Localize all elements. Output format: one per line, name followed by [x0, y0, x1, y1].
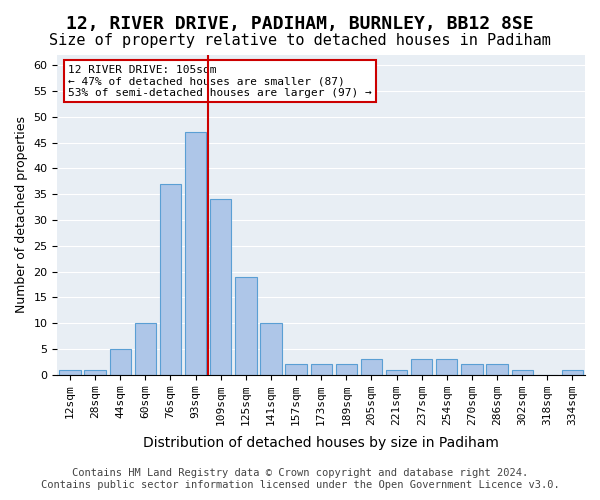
Bar: [59, 370, 80, 374]
Bar: [110, 349, 131, 374]
Bar: [311, 364, 332, 374]
Bar: [235, 276, 257, 374]
Bar: [335, 364, 357, 374]
Bar: [461, 364, 482, 374]
Bar: [436, 359, 457, 374]
Bar: [260, 323, 281, 374]
Bar: [386, 370, 407, 374]
Y-axis label: Number of detached properties: Number of detached properties: [15, 116, 28, 314]
Bar: [361, 359, 382, 374]
Text: Contains HM Land Registry data © Crown copyright and database right 2024.
Contai: Contains HM Land Registry data © Crown c…: [41, 468, 559, 490]
Bar: [134, 323, 156, 374]
X-axis label: Distribution of detached houses by size in Padiham: Distribution of detached houses by size …: [143, 436, 499, 450]
Bar: [286, 364, 307, 374]
Bar: [411, 359, 433, 374]
Bar: [185, 132, 206, 374]
Bar: [562, 370, 583, 374]
Text: 12 RIVER DRIVE: 105sqm
← 47% of detached houses are smaller (87)
53% of semi-det: 12 RIVER DRIVE: 105sqm ← 47% of detached…: [68, 64, 372, 98]
Bar: [85, 370, 106, 374]
Bar: [487, 364, 508, 374]
Bar: [160, 184, 181, 374]
Text: 12, RIVER DRIVE, PADIHAM, BURNLEY, BB12 8SE: 12, RIVER DRIVE, PADIHAM, BURNLEY, BB12 …: [66, 15, 534, 33]
Bar: [512, 370, 533, 374]
Bar: [210, 200, 232, 374]
Text: Size of property relative to detached houses in Padiham: Size of property relative to detached ho…: [49, 32, 551, 48]
